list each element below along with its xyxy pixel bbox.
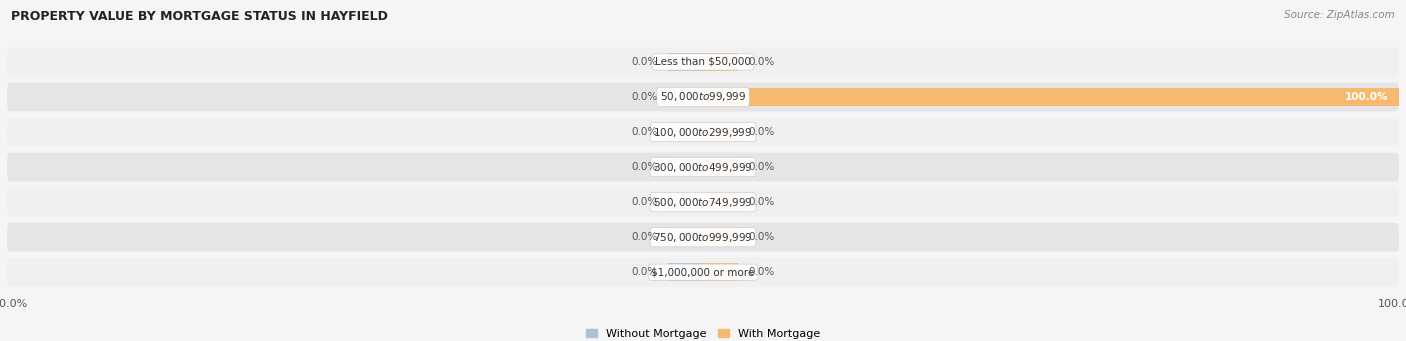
Text: 100.0%: 100.0% bbox=[1346, 92, 1389, 102]
FancyBboxPatch shape bbox=[7, 223, 1399, 252]
Bar bbox=[668, 193, 703, 211]
Text: PROPERTY VALUE BY MORTGAGE STATUS IN HAYFIELD: PROPERTY VALUE BY MORTGAGE STATUS IN HAY… bbox=[11, 10, 388, 23]
Text: 0.0%: 0.0% bbox=[748, 197, 775, 207]
Text: 0.0%: 0.0% bbox=[631, 92, 658, 102]
Text: $1,000,000 or more: $1,000,000 or more bbox=[651, 267, 755, 277]
Bar bbox=[668, 263, 703, 281]
Text: $750,000 to $999,999: $750,000 to $999,999 bbox=[654, 231, 752, 244]
Text: 0.0%: 0.0% bbox=[631, 127, 658, 137]
Bar bbox=[668, 158, 703, 176]
Text: 0.0%: 0.0% bbox=[748, 162, 775, 172]
Text: 0.0%: 0.0% bbox=[631, 267, 658, 277]
FancyBboxPatch shape bbox=[7, 258, 1399, 286]
Bar bbox=[703, 193, 738, 211]
FancyBboxPatch shape bbox=[7, 48, 1399, 76]
Text: 0.0%: 0.0% bbox=[748, 232, 775, 242]
Text: $300,000 to $499,999: $300,000 to $499,999 bbox=[654, 161, 752, 174]
Bar bbox=[668, 88, 703, 106]
Bar bbox=[668, 123, 703, 141]
Legend: Without Mortgage, With Mortgage: Without Mortgage, With Mortgage bbox=[582, 324, 824, 341]
FancyBboxPatch shape bbox=[7, 188, 1399, 217]
Bar bbox=[703, 228, 738, 246]
Bar bbox=[668, 53, 703, 71]
Text: 0.0%: 0.0% bbox=[631, 162, 658, 172]
Text: 0.0%: 0.0% bbox=[748, 127, 775, 137]
Text: 0.0%: 0.0% bbox=[748, 267, 775, 277]
Text: $500,000 to $749,999: $500,000 to $749,999 bbox=[654, 196, 752, 209]
FancyBboxPatch shape bbox=[7, 83, 1399, 112]
Text: $50,000 to $99,999: $50,000 to $99,999 bbox=[659, 90, 747, 104]
FancyBboxPatch shape bbox=[7, 118, 1399, 146]
Bar bbox=[703, 123, 738, 141]
Text: 0.0%: 0.0% bbox=[631, 197, 658, 207]
Text: 0.0%: 0.0% bbox=[748, 57, 775, 67]
Bar bbox=[703, 263, 738, 281]
Bar bbox=[668, 228, 703, 246]
Text: 0.0%: 0.0% bbox=[631, 57, 658, 67]
Bar bbox=[703, 53, 738, 71]
Text: Source: ZipAtlas.com: Source: ZipAtlas.com bbox=[1284, 10, 1395, 20]
Text: Less than $50,000: Less than $50,000 bbox=[655, 57, 751, 67]
Text: 0.0%: 0.0% bbox=[631, 232, 658, 242]
Text: $100,000 to $299,999: $100,000 to $299,999 bbox=[654, 125, 752, 138]
Bar bbox=[703, 158, 738, 176]
Bar bbox=[703, 88, 1399, 106]
FancyBboxPatch shape bbox=[7, 153, 1399, 181]
